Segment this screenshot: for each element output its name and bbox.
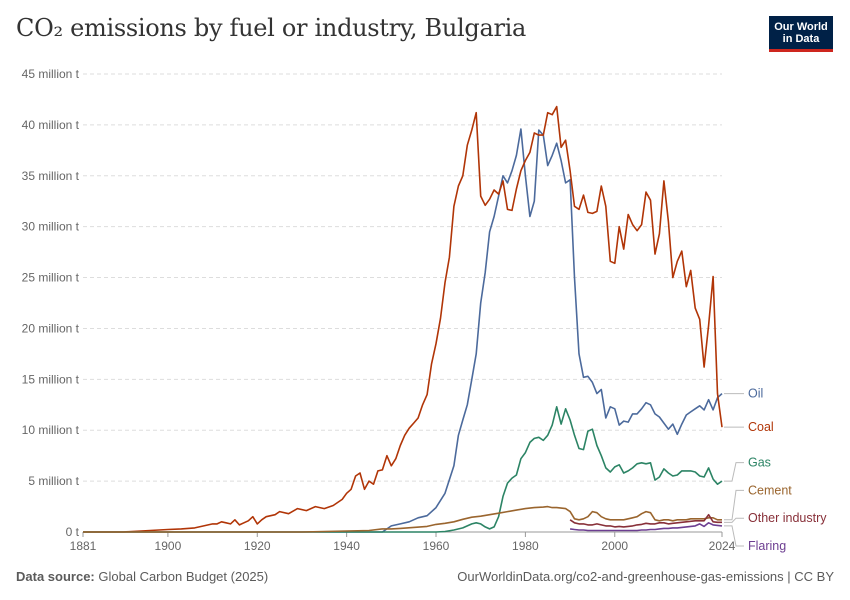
series-line-coal[interactable] [83, 105, 723, 533]
x-tick-label: 1980 [512, 539, 539, 553]
x-axis-labels: 1881 1900 1920 1940 1960 1980 2000 2024 [70, 532, 736, 553]
x-tick-label: 1881 [70, 539, 97, 553]
series-label-gas[interactable]: Gas [748, 456, 771, 470]
label-connector-other-industry [724, 517, 744, 523]
label-connector-flaring [724, 525, 744, 547]
y-tick-label: 45 million t [22, 67, 80, 81]
logo-line-2: in Data [782, 33, 820, 45]
logo-line-1: Our World [774, 21, 828, 33]
y-tick-label: 35 million t [22, 169, 80, 183]
series-label-oil[interactable]: Oil [748, 387, 763, 401]
x-tick-label: 1920 [244, 539, 271, 553]
series-line-other-industry[interactable] [569, 513, 722, 528]
series-line-gas[interactable] [83, 406, 723, 533]
y-tick-label: 20 million t [22, 321, 80, 335]
y-tick-label: 30 million t [22, 220, 80, 234]
series-label-flaring[interactable]: Flaring [748, 539, 786, 553]
series-label-other-industry[interactable]: Other industry [748, 511, 827, 525]
y-tick-label: 15 million t [22, 372, 80, 386]
x-tick-label: 1960 [423, 539, 450, 553]
series-labels: Oil Coal Gas Cement Other industry Flaring [724, 387, 827, 553]
series-line-flaring[interactable] [569, 522, 723, 532]
series-layer [83, 105, 723, 533]
series-label-coal[interactable]: Coal [748, 420, 774, 434]
data-source-label: Data source: [16, 569, 95, 584]
footer-url[interactable]: OurWorldinData.org/co2-and-greenhouse-ga… [457, 569, 834, 584]
series-line-oil[interactable] [83, 128, 723, 533]
label-connector-cement [724, 489, 744, 521]
chart-title: CO₂ emissions by fuel or industry, Bulga… [16, 14, 527, 42]
y-tick-label: 25 million t [22, 271, 80, 285]
x-tick-label: 2000 [601, 539, 628, 553]
label-connector-gas [724, 462, 744, 482]
line-chart: 0 t 5 million t 10 million t 15 million t 20… [22, 67, 828, 553]
x-tick-label: 1900 [155, 539, 182, 553]
y-tick-label: 5 million t [28, 474, 79, 488]
y-tick-label: 40 million t [22, 118, 80, 132]
series-label-cement[interactable]: Cement [748, 483, 792, 497]
series-line-cement[interactable] [83, 505, 722, 533]
x-tick-label: 2024 [709, 539, 736, 553]
grid-layer [83, 73, 722, 533]
y-axis-labels: 0 t 5 million t 10 million t 15 million t 20… [22, 67, 80, 539]
data-source: Data source: Global Carbon Budget (2025) [16, 569, 268, 584]
y-tick-label: 0 t [66, 525, 80, 539]
y-tick-label: 10 million t [22, 423, 80, 437]
x-tick-label: 1940 [333, 539, 360, 553]
data-source-value[interactable]: Global Carbon Budget (2025) [98, 569, 269, 584]
owid-logo[interactable]: Our World in Data [769, 16, 833, 52]
